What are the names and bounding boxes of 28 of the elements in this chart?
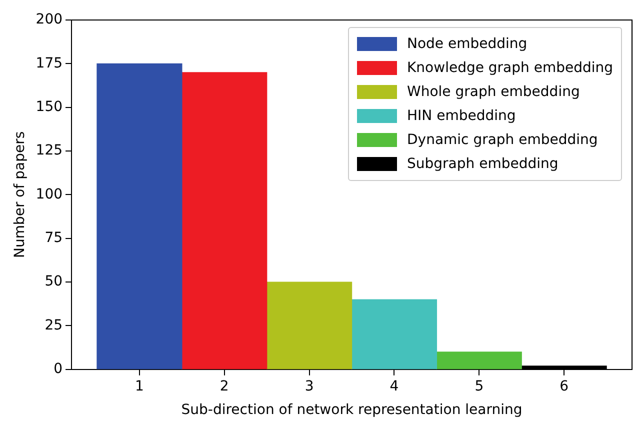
bar bbox=[351, 299, 438, 370]
y-tick-label: 25 bbox=[44, 317, 63, 334]
bar bbox=[436, 352, 522, 370]
x-tick-label: 1 bbox=[135, 378, 144, 394]
y-axis-title: Number of papers bbox=[12, 131, 28, 258]
y-tick-label: 175 bbox=[36, 55, 63, 72]
x-tick-label: 4 bbox=[390, 378, 399, 394]
y-tick-label: 150 bbox=[36, 98, 63, 115]
legend-label: Subgraph embedding bbox=[407, 156, 558, 172]
y-tick-label: 200 bbox=[36, 12, 63, 28]
bar bbox=[182, 72, 268, 370]
x-tick-label: 2 bbox=[220, 378, 229, 394]
bar bbox=[96, 63, 182, 370]
y-tick-label: 75 bbox=[44, 230, 63, 246]
y-tick-label: 125 bbox=[36, 142, 63, 159]
legend-label: Knowledge graph embedding bbox=[407, 60, 614, 76]
legend-label: HIN embedding bbox=[407, 108, 516, 124]
legend-label: Node embedding bbox=[407, 36, 528, 52]
legend-label: Dynamic graph embedding bbox=[407, 132, 598, 148]
bar bbox=[266, 282, 352, 370]
x-tick-label: 6 bbox=[560, 378, 569, 394]
x-tick-label: 3 bbox=[304, 378, 314, 394]
y-tick-label: 0 bbox=[54, 361, 63, 378]
x-axis-title: Sub-direction of network representation learning bbox=[181, 402, 522, 418]
y-tick-label: 50 bbox=[44, 274, 63, 290]
y-tick-label: 100 bbox=[36, 186, 63, 202]
legend-label: Whole graph embedding bbox=[407, 84, 580, 100]
x-tick-label: 5 bbox=[474, 378, 484, 394]
